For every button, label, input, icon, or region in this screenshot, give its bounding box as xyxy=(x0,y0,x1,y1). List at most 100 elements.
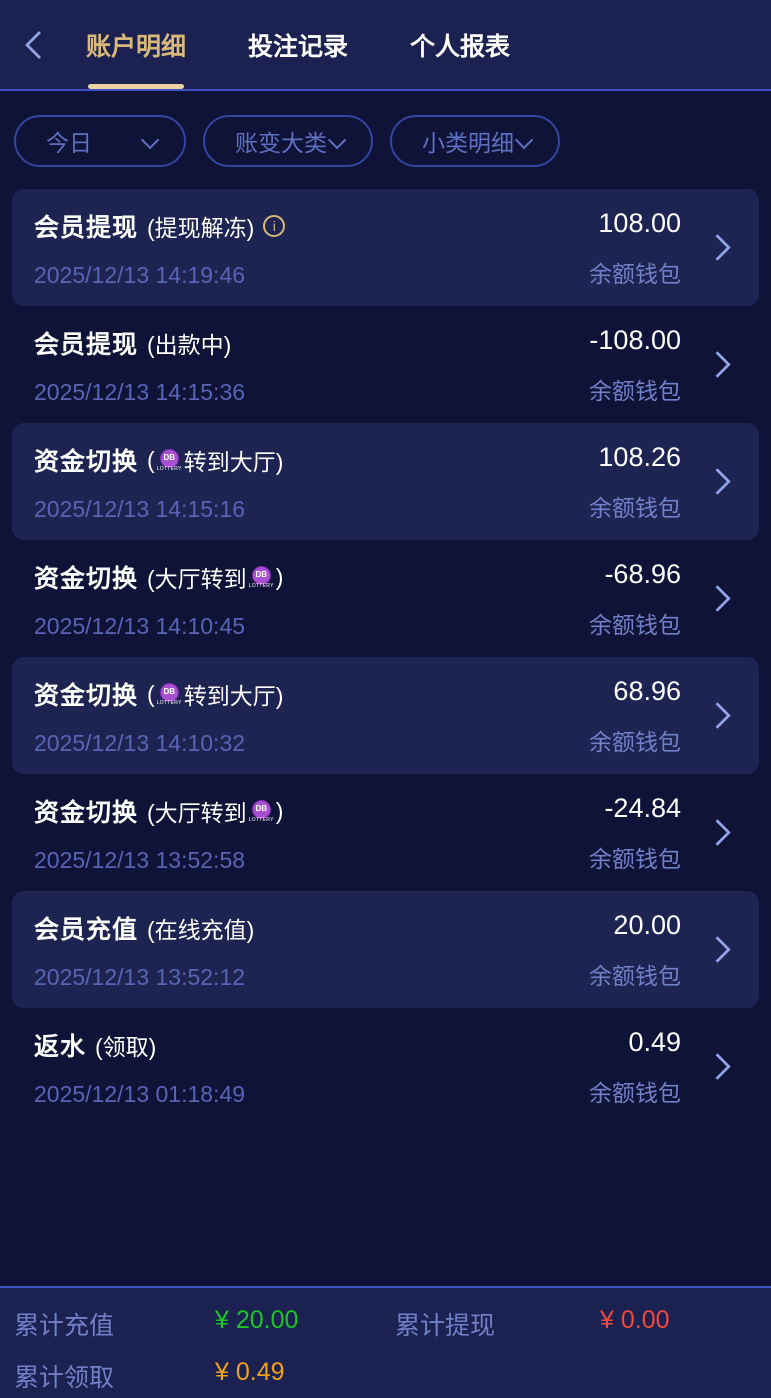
chevron-right-icon xyxy=(704,350,731,378)
transaction-row[interactable]: 会员提现 (提现解冻) i 2025/12/13 14:19:46 108.00… xyxy=(12,189,759,306)
filter-date-dropdown[interactable]: 今日 xyxy=(14,115,186,167)
transaction-right: -108.00 余额钱包 xyxy=(589,325,681,406)
total-claimed-label: 累计领取 xyxy=(14,1364,115,1392)
transaction-row[interactable]: 资金切换 (大厅转到 DB LOTTERY) 2025/12/13 13:52:58… xyxy=(12,774,759,891)
transaction-row[interactable]: 资金切换 (DB LOTTERY 转到大厅) 2025/12/13 14:10:32… xyxy=(12,657,759,774)
tab-label: 投注记录 xyxy=(248,32,349,61)
transaction-row[interactable]: 会员提现 (出款中) 2025/12/13 14:15:36 -108.00 余… xyxy=(12,306,759,423)
transaction-type: 会员提现 xyxy=(34,331,139,359)
transaction-type: 资金切换 xyxy=(34,565,139,593)
transaction-left: 资金切换 (大厅转到 DB LOTTERY) 2025/12/13 13:52:58 xyxy=(34,793,283,874)
total-withdraw-label: 累计提现 xyxy=(395,1312,496,1340)
transaction-datetime: 2025/12/13 14:15:36 xyxy=(34,379,246,405)
back-button[interactable] xyxy=(22,28,56,62)
transaction-amount: 68.96 xyxy=(613,676,681,706)
tab-bet-records[interactable]: 投注记录 xyxy=(248,0,348,89)
transaction-type: 资金切换 xyxy=(34,448,139,476)
chevron-right-icon xyxy=(704,467,731,495)
top-nav-bar: 账户明细 投注记录 个人报表 xyxy=(0,0,771,91)
transaction-amount: 20.00 xyxy=(613,910,681,940)
transaction-right: -68.96 余额钱包 xyxy=(589,559,681,640)
transaction-amount: 0.49 xyxy=(628,1027,681,1057)
transaction-left: 会员提现 (出款中) 2025/12/13 14:15:36 xyxy=(34,325,245,406)
transaction-amount: 108.00 xyxy=(598,208,681,238)
tab-label: 个人报表 xyxy=(410,32,511,61)
transaction-right: 68.96 余额钱包 xyxy=(589,676,681,757)
transaction-datetime: 2025/12/13 14:19:46 xyxy=(34,262,246,288)
transaction-row[interactable]: 会员充值 (在线充值) 2025/12/13 13:52:12 20.00 余额… xyxy=(12,891,759,1008)
chevron-right-icon xyxy=(704,584,731,612)
wallet-label: 余额钱包 xyxy=(589,729,681,755)
transaction-left: 资金切换 (大厅转到 DB LOTTERY) 2025/12/13 14:10:45 xyxy=(34,559,283,640)
transaction-right: 108.00 余额钱包 xyxy=(589,208,681,289)
transaction-datetime: 2025/12/13 14:15:16 xyxy=(34,496,246,522)
transaction-subtype: (提现解冻) xyxy=(147,215,255,241)
transaction-left: 会员提现 (提现解冻) i 2025/12/13 14:19:46 xyxy=(34,208,286,289)
transaction-amount: -24.84 xyxy=(604,793,681,823)
filter-subcategory-dropdown[interactable]: 小类明细 xyxy=(390,115,560,167)
transaction-amount: -108.00 xyxy=(589,325,681,355)
summary-footer: 累计充值 ¥ 20.00 累计提现 ¥ 0.00 累计领取 ¥ 0.49 xyxy=(0,1286,771,1398)
filter-label: 账变大类 xyxy=(235,130,327,156)
wallet-label: 余额钱包 xyxy=(589,846,681,872)
transaction-subtype: (DB LOTTERY 转到大厅) xyxy=(147,680,284,710)
chevron-down-icon xyxy=(140,130,160,149)
total-withdraw-value: ¥ 0.00 xyxy=(600,1306,670,1334)
wallet-label: 余额钱包 xyxy=(589,495,681,521)
db-lottery-logo-icon: DB LOTTERY xyxy=(157,682,182,706)
filter-label: 今日 xyxy=(46,130,92,156)
transaction-list: 会员提现 (提现解冻) i 2025/12/13 14:19:46 108.00… xyxy=(0,189,771,1125)
transaction-datetime: 2025/12/13 01:18:49 xyxy=(34,1081,246,1107)
transaction-right: 20.00 余额钱包 xyxy=(589,910,681,991)
wallet-label: 余额钱包 xyxy=(589,378,681,404)
transaction-amount: 108.26 xyxy=(598,442,681,472)
transaction-left: 会员充值 (在线充值) 2025/12/13 13:52:12 xyxy=(34,910,254,991)
total-deposit-label: 累计充值 xyxy=(14,1312,115,1340)
transaction-left: 资金切换 (DB LOTTERY 转到大厅) 2025/12/13 14:10:32 xyxy=(34,676,283,757)
filter-bar: 今日 账变大类 小类明细 xyxy=(14,115,757,167)
transaction-subtype: (大厅转到 DB LOTTERY) xyxy=(147,563,284,593)
db-lottery-logo-icon: DB LOTTERY xyxy=(249,799,274,823)
tab-bar: 账户明细 投注记录 个人报表 xyxy=(86,0,510,89)
transaction-left: 返水 (领取) 2025/12/13 01:18:49 xyxy=(34,1027,245,1108)
transaction-left: 资金切换 (DB LOTTERY 转到大厅) 2025/12/13 14:15:16 xyxy=(34,442,283,523)
transaction-datetime: 2025/12/13 13:52:58 xyxy=(34,847,246,873)
chevron-down-icon xyxy=(327,130,347,149)
transaction-subtype: (大厅转到 DB LOTTERY) xyxy=(147,797,284,827)
transaction-subtype: (出款中) xyxy=(147,332,232,358)
transaction-datetime: 2025/12/13 14:10:32 xyxy=(34,730,246,756)
transaction-datetime: 2025/12/13 13:52:12 xyxy=(34,964,246,990)
chevron-right-icon xyxy=(704,233,731,261)
transaction-type: 返水 xyxy=(34,1033,87,1061)
tab-account-details[interactable]: 账户明细 xyxy=(86,0,186,89)
transaction-row[interactable]: 返水 (领取) 2025/12/13 01:18:49 0.49 余额钱包 xyxy=(12,1008,759,1125)
transaction-type: 会员提现 xyxy=(34,214,139,242)
db-lottery-logo-icon: DB LOTTERY xyxy=(249,565,274,589)
tab-personal-report[interactable]: 个人报表 xyxy=(410,0,510,89)
filter-category-dropdown[interactable]: 账变大类 xyxy=(203,115,373,167)
transaction-row[interactable]: 资金切换 (DB LOTTERY 转到大厅) 2025/12/13 14:15:16… xyxy=(12,423,759,540)
transaction-type: 资金切换 xyxy=(34,799,139,827)
db-lottery-logo-icon: DB LOTTERY xyxy=(157,448,182,472)
transaction-right: 108.26 余额钱包 xyxy=(589,442,681,523)
total-deposit-value: ¥ 20.00 xyxy=(215,1306,299,1334)
transaction-subtype: (DB LOTTERY 转到大厅) xyxy=(147,446,284,476)
transaction-datetime: 2025/12/13 14:10:45 xyxy=(34,613,246,639)
chevron-down-icon xyxy=(514,130,534,149)
transaction-type: 会员充值 xyxy=(34,916,139,944)
transaction-amount: -68.96 xyxy=(604,559,681,589)
chevron-right-icon xyxy=(704,818,731,846)
chevron-right-icon xyxy=(704,1052,731,1080)
wallet-label: 余额钱包 xyxy=(589,963,681,989)
filter-label: 小类明细 xyxy=(422,130,514,156)
info-icon[interactable]: i xyxy=(263,215,286,237)
chevron-right-icon xyxy=(704,935,731,963)
chevron-left-icon xyxy=(24,30,54,59)
transaction-right: 0.49 余额钱包 xyxy=(589,1027,681,1108)
wallet-label: 余额钱包 xyxy=(589,261,681,287)
transaction-subtype: (在线充值) xyxy=(147,917,255,943)
transaction-row[interactable]: 资金切换 (大厅转到 DB LOTTERY) 2025/12/13 14:10:45… xyxy=(12,540,759,657)
transaction-right: -24.84 余额钱包 xyxy=(589,793,681,874)
total-claimed-value: ¥ 0.49 xyxy=(215,1358,285,1386)
chevron-right-icon xyxy=(704,701,731,729)
